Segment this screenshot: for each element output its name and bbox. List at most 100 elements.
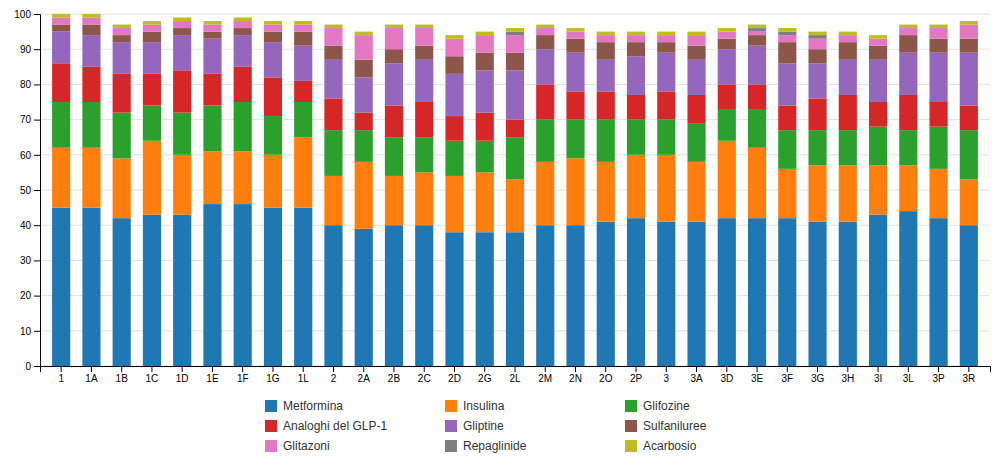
bar-segment [839, 60, 857, 95]
bar-segment [324, 98, 342, 130]
bar-segment [657, 155, 675, 222]
x-tick: 2G [478, 366, 492, 384]
bar-segment [52, 25, 70, 32]
x-tick-mark [938, 366, 939, 372]
bar-segment [778, 218, 796, 366]
bar-segment [355, 60, 373, 78]
bar-segment [324, 28, 342, 46]
bar-segment [718, 32, 736, 39]
x-tick: 3G [811, 366, 825, 384]
bar-segment [385, 63, 403, 105]
bar-segment [778, 42, 796, 63]
bar-segment [748, 28, 766, 32]
bar-segment [82, 18, 100, 25]
bar-segment [476, 35, 494, 53]
bar-segment [506, 232, 524, 366]
bar-segment [82, 102, 100, 148]
bar-segment [748, 218, 766, 366]
x-tick-label: 1L [298, 373, 310, 384]
bar-segment [203, 32, 221, 39]
bar-segment [536, 162, 554, 225]
x-tick: 1F [237, 366, 249, 384]
bar-segment [324, 176, 342, 225]
legend-swatch [265, 440, 277, 452]
x-tick-mark [61, 366, 62, 372]
bar-segment [869, 35, 887, 39]
bar-segment [294, 137, 312, 207]
bar-segment [597, 91, 615, 119]
y-tick: 10 [20, 326, 40, 337]
y-tick-label: 60 [20, 150, 32, 161]
y-tick-mark [34, 190, 40, 191]
x-tick: 3 [663, 366, 669, 384]
y-tick-mark [34, 260, 40, 261]
x-tick-mark [242, 366, 243, 372]
bar-segment [82, 148, 100, 208]
bar-segment [657, 42, 675, 53]
bar-segment [203, 39, 221, 74]
bar-segment [385, 137, 403, 176]
x-tick-label: 3F [781, 373, 793, 384]
x-tick-mark [575, 366, 576, 372]
bar-segment [929, 169, 947, 218]
bar-segment [899, 130, 917, 165]
x-tick-label: 2O [599, 373, 613, 384]
bar-segment [869, 215, 887, 366]
x-tick-mark [908, 366, 909, 372]
x-tick: 3H [841, 366, 854, 384]
bar-segment [324, 60, 342, 99]
bar-segment [324, 25, 342, 29]
bar-segment [597, 42, 615, 60]
bar-segment [960, 53, 978, 106]
bar-segment [143, 25, 161, 32]
bar-segment [687, 60, 705, 95]
x-axis-line [41, 367, 991, 373]
bar-segment [52, 14, 70, 18]
bar-segment [899, 28, 917, 35]
bar-segment [657, 53, 675, 92]
y-tick: 40 [20, 220, 40, 231]
x-tick: 3R [962, 366, 975, 384]
x-tick-label: 2C [418, 373, 431, 384]
bar-segment [264, 208, 282, 366]
bar-segment [748, 32, 766, 36]
x-tick-mark [726, 366, 727, 372]
x-tick-mark [878, 366, 879, 372]
legend-swatch [445, 420, 457, 432]
bar-segment [869, 165, 887, 214]
bar-segment [355, 77, 373, 112]
bar-segment [597, 120, 615, 162]
bar-segment [506, 179, 524, 232]
legend-item: Acarbosio [625, 439, 697, 453]
bar-segment [718, 218, 736, 366]
bar-segment [385, 106, 403, 138]
bar-segment [566, 53, 584, 92]
x-tick-mark [605, 366, 606, 372]
bar-segment [687, 46, 705, 60]
x-tick-mark [787, 366, 788, 372]
chart: 010203040506070809010011A1B1C1D1E1F1G1L2… [0, 0, 1006, 474]
bar-segment [506, 28, 524, 32]
bar-segment [355, 113, 373, 131]
legend-swatch [445, 400, 457, 412]
bar-segment [173, 215, 191, 366]
grid-line [40, 14, 990, 15]
bar-segment [718, 84, 736, 109]
bar-segment [566, 32, 584, 39]
bar-segment [203, 25, 221, 32]
bar-segment [173, 28, 191, 35]
bar-segment [234, 67, 252, 102]
x-tick-mark [212, 366, 213, 372]
bar-segment [476, 113, 494, 141]
y-axis: 0102030405060708090100 [14, 9, 40, 372]
bar-segment [839, 42, 857, 60]
series-bars [52, 18, 978, 60]
bar-segment [627, 95, 645, 120]
bar-segment [627, 35, 645, 42]
x-tick-label: 1A [85, 373, 98, 384]
bar-segment [536, 28, 554, 35]
bar-segment [324, 46, 342, 60]
y-tick-label: 70 [20, 114, 32, 125]
series-bars [52, 14, 978, 39]
x-tick-mark [272, 366, 273, 372]
